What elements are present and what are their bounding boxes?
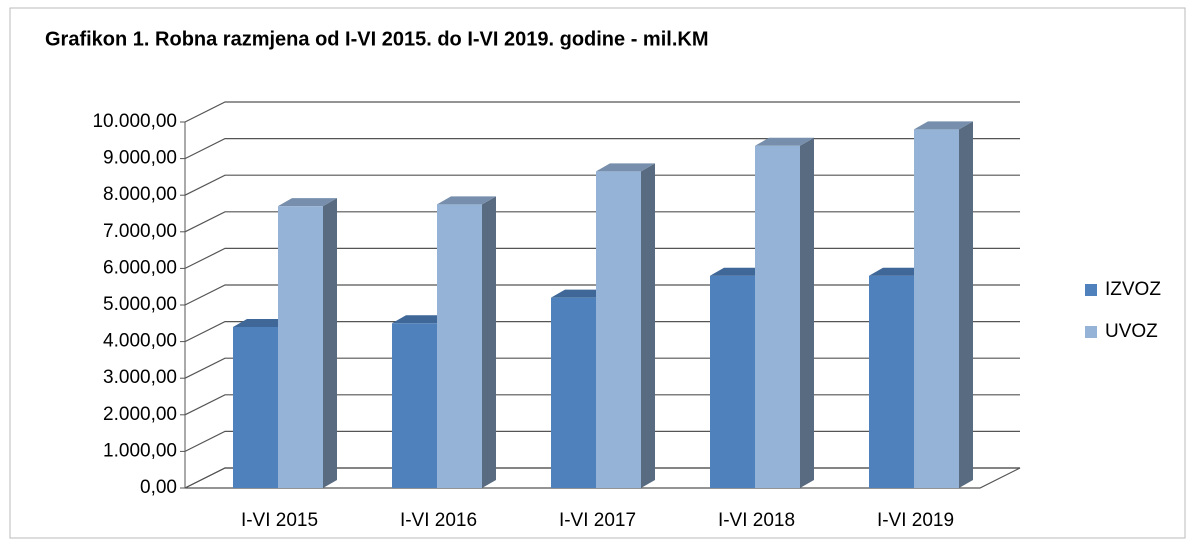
x-tick-label: I-VI 2017 [559,510,636,531]
y-tick-label: 8.000,00 [103,184,177,205]
bar-top [914,121,973,130]
bar-front [869,275,914,488]
y-tick-label: 1.000,00 [103,440,177,461]
y-tick-label: 7.000,00 [103,221,177,242]
bar-top [551,289,610,298]
bar-side [323,198,337,488]
x-tick-label: I-VI 2018 [718,510,795,531]
x-tick-label: I-VI 2015 [241,510,318,531]
bar-side [482,196,496,488]
bar [755,137,814,489]
bar-front [392,323,437,488]
y-tick-label: 4.000,00 [103,331,177,352]
legend-swatch [1085,284,1097,296]
legend-swatch [1085,326,1097,338]
y-tick-label: 0,00 [140,477,177,498]
bar-top [437,196,496,205]
bar [914,121,973,488]
bar-top [392,315,451,324]
bar-top [869,267,928,276]
bar-top [596,163,655,172]
x-tick-label: I-VI 2019 [877,510,954,531]
bar-front [596,171,641,488]
bar [278,198,337,488]
bar-top [278,198,337,207]
bar-side [959,121,973,488]
y-tick-label: 6.000,00 [103,257,177,278]
bar-side [641,163,655,488]
legend-label: IZVOZ [1105,279,1161,300]
bar-front [710,275,755,488]
y-tick-label: 5.000,00 [103,294,177,315]
bar [596,163,655,488]
bar-top [710,267,769,276]
legend-label: UVOZ [1105,321,1158,342]
x-tick-label: I-VI 2016 [400,510,477,531]
y-tick-label: 3.000,00 [103,367,177,388]
grid-line [184,101,1020,123]
y-tick-label: 9.000,00 [103,148,177,169]
y-tick-label: 2.000,00 [103,404,177,425]
bar-front [551,297,596,488]
bar-front [233,326,278,488]
bar [437,196,496,488]
bar-side [800,137,814,489]
y-tick-label: 10.000,00 [92,111,177,132]
bar-front [437,204,482,488]
bar-front [278,206,323,488]
bar-front [914,129,959,488]
chart-title: Grafikon 1. Robna razmjena od I-VI 2015.… [45,28,708,50]
grid-line [184,138,1020,160]
bar-top [233,318,292,327]
bar-front [755,145,800,489]
bar-top [755,137,814,146]
